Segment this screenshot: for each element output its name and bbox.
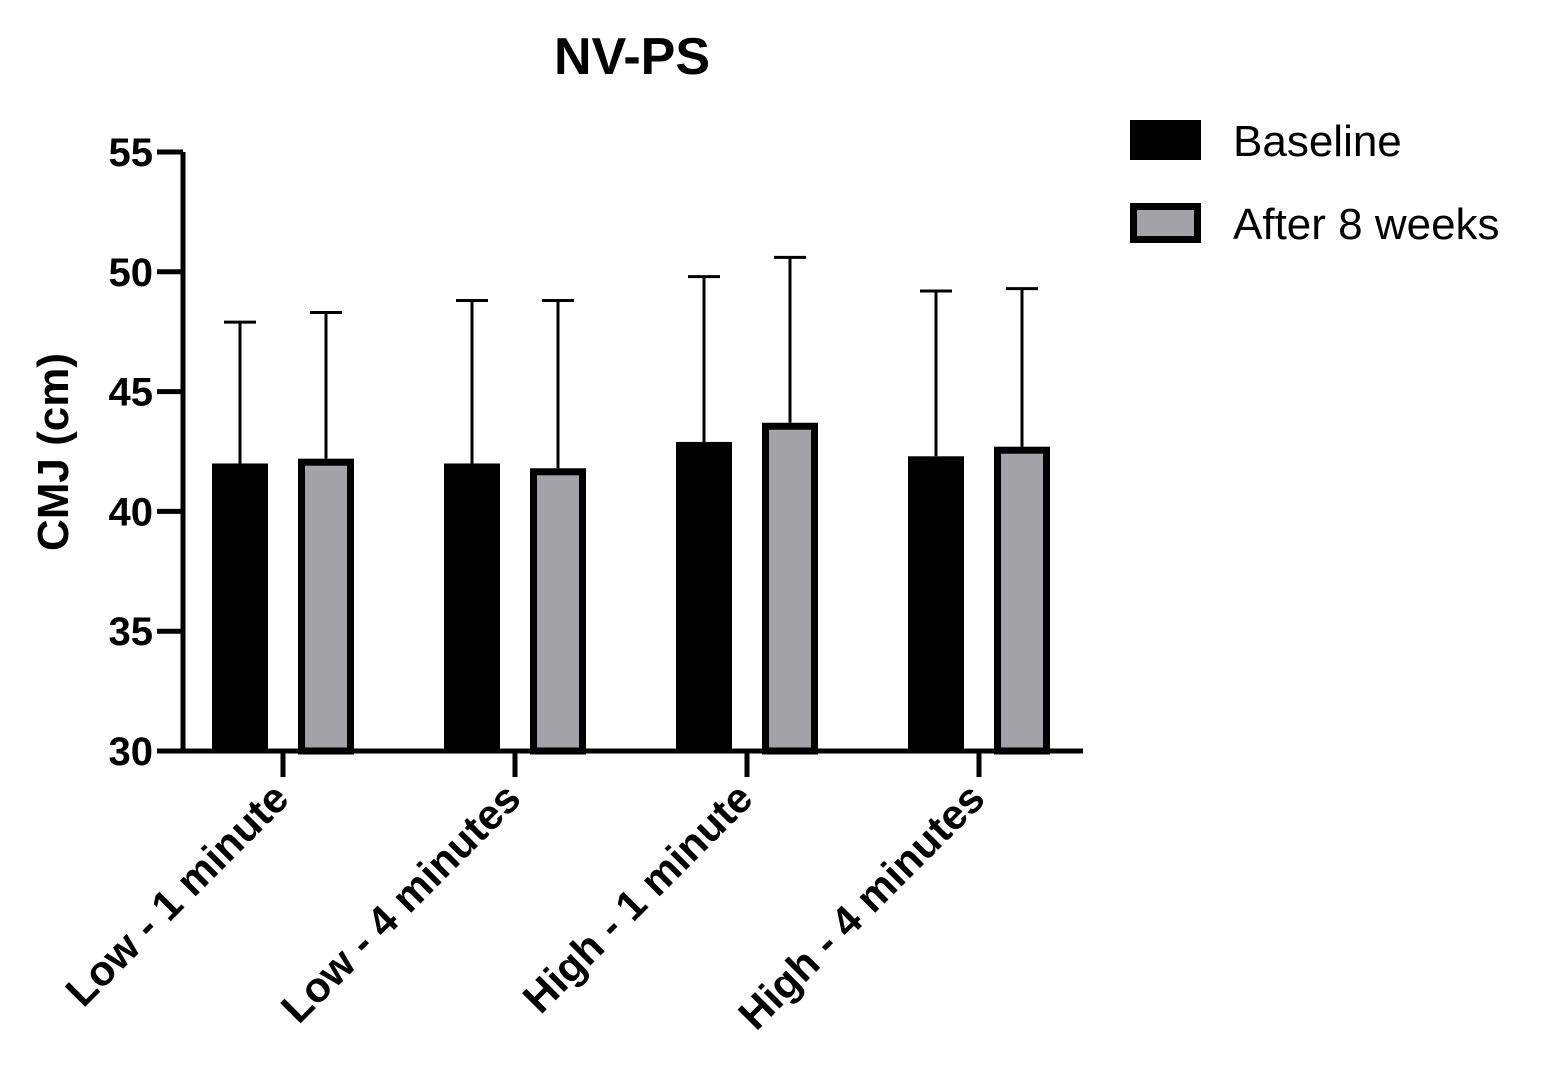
legend-swatch <box>1130 120 1201 160</box>
x-category-label: Low - 4 minutes <box>272 774 530 1032</box>
bar <box>444 463 500 751</box>
y-tick-label: 55 <box>109 131 154 175</box>
legend-swatch <box>1130 203 1201 243</box>
bar <box>994 446 1050 755</box>
x-category-label: High - 4 minutes <box>729 774 993 1038</box>
y-tick-label: 45 <box>109 371 154 415</box>
chart-title: NV-PS <box>554 28 710 86</box>
y-tick-label: 50 <box>109 251 154 295</box>
y-tick-label: 35 <box>109 610 154 654</box>
bar <box>762 422 818 755</box>
y-tick-label: 30 <box>109 730 154 774</box>
y-axis-label: CMJ (cm) <box>29 353 78 551</box>
bar <box>530 468 586 755</box>
bar <box>908 456 964 751</box>
legend-label: After 8 weeks <box>1233 200 1500 249</box>
bar <box>298 458 354 755</box>
bar <box>676 441 732 751</box>
legend: Baseline After 8 weeks <box>1130 117 1500 249</box>
legend-label: Baseline <box>1233 117 1402 166</box>
y-tick-label: 40 <box>109 490 154 534</box>
x-category-label: Low - 1 minute <box>56 774 297 1015</box>
x-category-label: High - 1 minute <box>514 774 762 1022</box>
bar <box>212 463 268 751</box>
